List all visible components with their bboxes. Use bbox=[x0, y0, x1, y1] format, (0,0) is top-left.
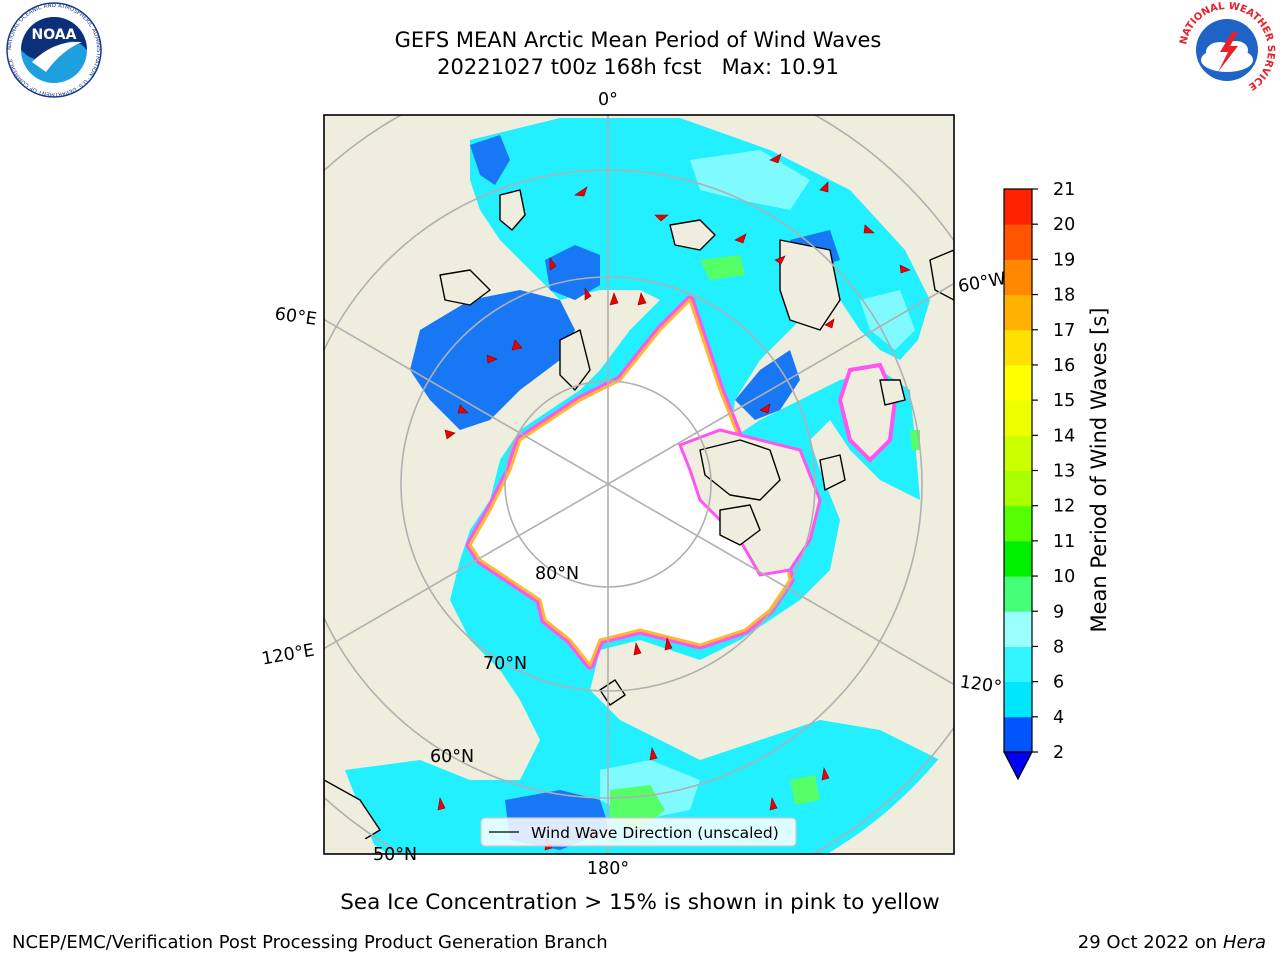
colorbar-segment bbox=[1004, 681, 1032, 718]
wind-arrow bbox=[824, 318, 835, 329]
colorbar-tick-label: 13 bbox=[1053, 462, 1075, 482]
colorbar-tick-label: 12 bbox=[1053, 497, 1075, 517]
wind-arrow bbox=[486, 354, 498, 364]
graticule bbox=[324, 115, 954, 854]
label-lat-70: 70°N bbox=[483, 654, 527, 674]
nws-logo: NATIONAL WEATHER SERVICE bbox=[1178, 2, 1276, 97]
colorbar-tick-label: 19 bbox=[1053, 250, 1075, 270]
sea-ice-note: Sea Ice Concentration > 15% is shown in … bbox=[340, 890, 940, 915]
wind-arrow bbox=[444, 429, 456, 440]
colorbar-segment bbox=[1004, 505, 1032, 542]
colorbar-segment bbox=[1004, 716, 1032, 753]
colorbar-tick-label: 11 bbox=[1053, 532, 1075, 552]
map-legend: Wind Wave Direction (unscaled) bbox=[480, 817, 797, 847]
footer-host: Hera bbox=[1222, 932, 1266, 953]
label-lon-120e: 120°E bbox=[260, 641, 316, 670]
colorbar-tick-label: 8 bbox=[1053, 637, 1064, 657]
wind-arrow bbox=[774, 255, 786, 265]
wind-arrow bbox=[863, 224, 875, 234]
chart-subtitle: 20221027 t00z 168h fcst Max: 10.91 bbox=[437, 55, 839, 79]
wind-arrow bbox=[637, 292, 647, 306]
wind-arrow bbox=[574, 186, 588, 197]
wind-arrow bbox=[549, 257, 557, 271]
colorbar-tick-label: 2 bbox=[1053, 743, 1064, 763]
colorbar-segment bbox=[1004, 611, 1032, 647]
colorbar-segment bbox=[1004, 646, 1032, 683]
wind-arrow bbox=[649, 747, 658, 761]
colorbar-segment bbox=[1004, 294, 1032, 331]
colorbar-segment bbox=[1004, 400, 1032, 436]
colorbar-label: Mean Period of Wind Waves [s] bbox=[1087, 308, 1111, 633]
label-lat-50: 50°N bbox=[373, 845, 417, 865]
colorbar-tick-label: 16 bbox=[1053, 356, 1075, 376]
colorbar-segment bbox=[1004, 259, 1032, 296]
wind-arrow bbox=[584, 287, 592, 301]
noaa-text: NOAA bbox=[32, 27, 77, 43]
coastlines bbox=[324, 189, 954, 854]
colorbar-tick-label: 20 bbox=[1053, 215, 1075, 235]
colorbar-segment bbox=[1004, 364, 1032, 401]
colorbar-tick-label: 21 bbox=[1053, 180, 1075, 200]
legend-label: Wind Wave Direction (unscaled) bbox=[531, 824, 779, 842]
wind-arrow bbox=[759, 403, 771, 414]
colorbar-tick-label: 14 bbox=[1053, 426, 1075, 446]
wind-arrow bbox=[819, 181, 829, 193]
colorbar-tick-label: 18 bbox=[1053, 286, 1075, 306]
wind-arrow bbox=[609, 292, 619, 306]
colorbar-segment bbox=[1004, 189, 1032, 225]
colorbar-segment bbox=[1004, 435, 1032, 471]
label-lat-60: 60°N bbox=[430, 747, 474, 767]
noaa-logo: NATIONAL OCEANIC AND ATMOSPHERIC ADMINIS… bbox=[6, 2, 102, 98]
label-lon-180: 180° bbox=[587, 859, 629, 879]
map-frame bbox=[323, 114, 955, 855]
label-lon-60e: 60°E bbox=[273, 304, 317, 330]
colorbar: 2 4 6 8 9 10 11 12 13 14 15 16 17 18 19 20 21 bbox=[1003, 180, 1075, 781]
colorbar-tick-label: 6 bbox=[1053, 673, 1064, 693]
wind-arrow bbox=[437, 797, 446, 811]
colorbar-tick-label: 17 bbox=[1053, 321, 1075, 341]
colorbar-segment bbox=[1004, 540, 1032, 577]
colorbar-segment bbox=[1004, 329, 1032, 366]
wind-arrow bbox=[511, 339, 523, 351]
wind-arrows bbox=[437, 153, 911, 851]
wind-arrow bbox=[899, 264, 911, 274]
graticule-meridian-120e-60w bbox=[324, 282, 954, 650]
chart-title: GEFS MEAN Arctic Mean Period of Wind Wav… bbox=[394, 28, 882, 52]
wind-arrow bbox=[821, 767, 830, 781]
wind-arrow bbox=[769, 797, 778, 811]
label-lon-0: 0° bbox=[598, 90, 618, 110]
wind-arrow bbox=[769, 153, 782, 164]
label-lat-80: 80°N bbox=[535, 564, 579, 584]
colorbar-tick-label: 9 bbox=[1053, 602, 1064, 622]
colorbar-segment bbox=[1004, 576, 1032, 612]
footer-credit: NCEP/EMC/Verification Post Processing Pr… bbox=[12, 932, 608, 953]
wind-arrow bbox=[734, 233, 747, 244]
footer-date-text: 29 Oct 2022 on bbox=[1077, 932, 1223, 953]
wind-arrow bbox=[654, 214, 669, 222]
sea-ice bbox=[465, 295, 898, 670]
colorbar-segment bbox=[1004, 224, 1032, 260]
colorbar-extend-triangle bbox=[1003, 751, 1033, 781]
label-lon-120w: 120° bbox=[958, 672, 1003, 698]
wind-arrow bbox=[633, 642, 642, 656]
map-panel bbox=[324, 115, 954, 854]
footer-date: 29 Oct 2022 on Hera bbox=[1078, 932, 1266, 953]
wind-arrow bbox=[664, 637, 673, 651]
colorbar-tick-label: 10 bbox=[1053, 567, 1075, 587]
colorbar-segment bbox=[1004, 470, 1032, 507]
wind-arrow bbox=[457, 404, 469, 414]
colorbar-tick-label: 15 bbox=[1053, 391, 1075, 411]
colorbar-tick-label: 4 bbox=[1053, 708, 1064, 728]
label-lon-60w: 60°W bbox=[957, 269, 1008, 297]
